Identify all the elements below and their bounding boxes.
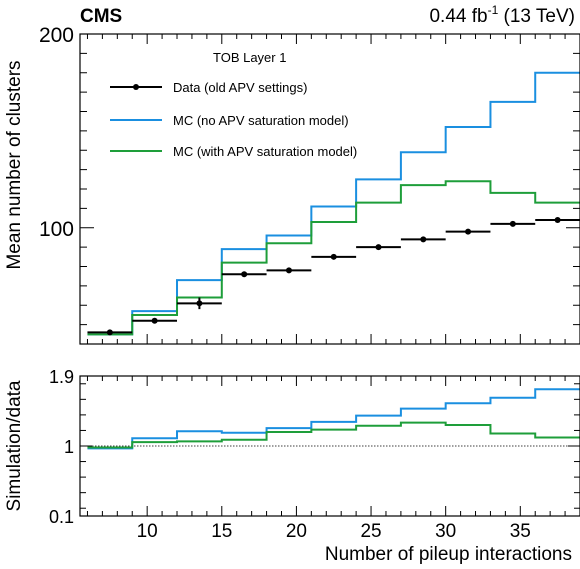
ratio-y-tick-labels: 0.1 1 1.9 xyxy=(49,367,74,527)
legend-entry: MC (with APV saturation model) xyxy=(110,144,357,159)
data-marker xyxy=(375,244,382,251)
main-y-tick-label: 200 xyxy=(39,24,74,47)
x-axis-label: Number of pileup interactions xyxy=(325,544,572,565)
mc-no-saturation-step xyxy=(87,71,580,336)
legend-label: Data (old APV settings) xyxy=(173,80,307,95)
main-y-axis-label: Mean number of clusters xyxy=(4,60,25,269)
main-panel-title: TOB Layer 1 xyxy=(213,50,286,65)
main-frame xyxy=(79,33,580,345)
data-point xyxy=(535,217,580,223)
experiment-label: CMS xyxy=(80,6,122,27)
data-marker xyxy=(285,267,292,274)
ratio-y-tick-label: 1.9 xyxy=(49,367,74,387)
legend-marker xyxy=(133,84,139,90)
ratio-ticks xyxy=(80,375,580,517)
legend: Data (old APV settings) MC (no APV satura… xyxy=(110,80,357,159)
x-tick-label: 20 xyxy=(286,521,307,542)
x-tick-label: 10 xyxy=(137,521,158,542)
lumi-exponent: -1 xyxy=(488,3,499,17)
legend-entry: MC (no APV saturation model) xyxy=(110,113,349,128)
ratio-no-saturation-step xyxy=(87,388,580,450)
ratio-y-axis-label: Simulation/data xyxy=(4,380,25,511)
data-point xyxy=(490,220,536,227)
x-tick-label: 30 xyxy=(435,521,456,542)
ratio-series xyxy=(87,388,580,450)
data-marker xyxy=(241,271,248,278)
x-tick-label: 35 xyxy=(510,521,531,542)
main-panel: 100 200 Mean number of clusters TOB Layer… xyxy=(4,24,580,345)
data-marker xyxy=(420,236,427,243)
data-marker xyxy=(151,317,158,324)
x-tick-label: 15 xyxy=(211,521,232,542)
legend-entry: Data (old APV settings) xyxy=(110,80,307,95)
data-point xyxy=(177,297,222,310)
data-marker xyxy=(509,220,516,227)
data-marker xyxy=(330,253,337,260)
main-series xyxy=(87,71,580,336)
x-tick-label: 25 xyxy=(360,521,381,542)
ratio-with-saturation-step xyxy=(87,421,580,449)
legend-label: MC (with APV saturation model) xyxy=(173,144,357,159)
data-point xyxy=(87,329,133,336)
luminosity-label: 0.44 fb-1 (13 TeV) xyxy=(429,3,575,27)
main-y-tick-label: 100 xyxy=(39,218,74,241)
data-point xyxy=(400,236,446,243)
lumi-prefix: 0.44 fb xyxy=(429,6,487,27)
main-y-tick-labels: 100 200 xyxy=(39,24,74,241)
data-point xyxy=(132,317,178,324)
data-point xyxy=(266,267,312,274)
x-tick-labels: 10 15 20 25 30 35 xyxy=(137,521,531,542)
data-marker xyxy=(106,329,113,336)
main-ticks xyxy=(80,33,580,344)
legend-label: MC (no APV saturation model) xyxy=(173,113,349,128)
data-marker xyxy=(465,228,472,235)
lumi-suffix: (13 TeV) xyxy=(498,6,575,27)
data-point xyxy=(311,253,357,260)
data-point xyxy=(445,228,491,235)
ratio-frame xyxy=(79,375,580,517)
data-marker xyxy=(554,217,561,223)
mc-with-saturation-step xyxy=(87,180,580,336)
ratio-panel: 0.1 1 1.9 10 15 20 25 30 35 Simulation/data Num… xyxy=(4,367,580,565)
data-point xyxy=(221,271,267,278)
ratio-y-tick-label: 0.1 xyxy=(49,507,74,527)
data-point xyxy=(356,244,401,251)
data-marker xyxy=(196,300,203,307)
ratio-y-tick-label: 1 xyxy=(64,437,74,457)
